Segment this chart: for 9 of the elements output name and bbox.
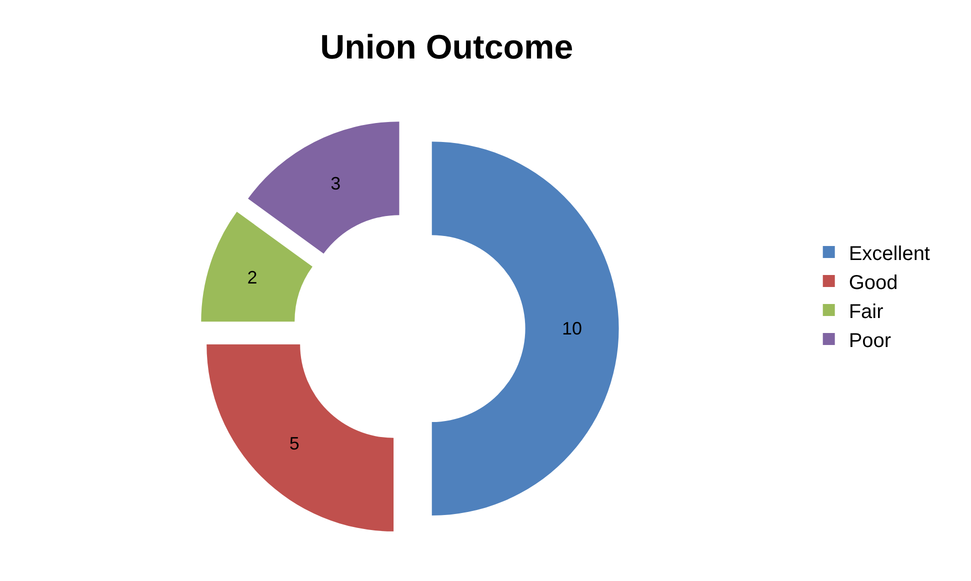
legend-label: Good <box>848 272 898 294</box>
legend-label: Fair <box>848 300 884 323</box>
data-label: 3 <box>330 174 341 194</box>
data-label: 10 <box>562 318 582 339</box>
legend-label: Excellent <box>848 242 930 265</box>
chart-title: Union Outcome <box>320 28 574 66</box>
legend-label: Poor <box>848 330 892 352</box>
data-label: 2 <box>247 267 258 288</box>
data-label: 5 <box>289 434 300 454</box>
